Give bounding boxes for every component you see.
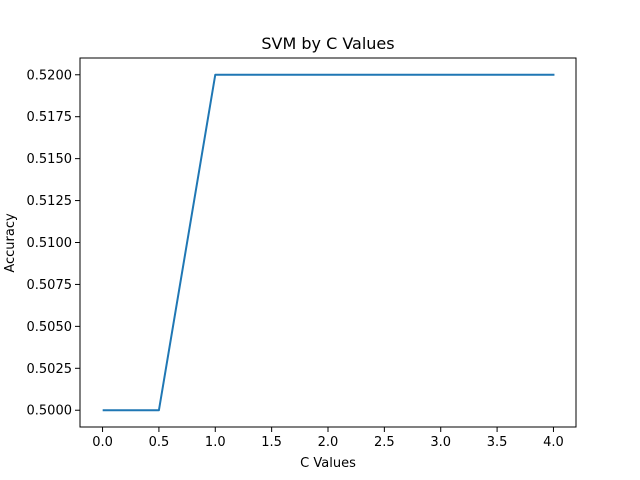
x-tick-label: 3.0 (430, 435, 451, 450)
chart-title: SVM by C Values (261, 34, 394, 53)
y-tick-label: 0.5000 (27, 404, 73, 419)
y-tick-label: 0.5125 (27, 194, 73, 209)
y-tick-label: 0.5200 (27, 68, 73, 83)
x-tick-label: 0.0 (92, 435, 113, 450)
x-tick-label: 1.5 (261, 435, 282, 450)
y-axis-label: Accuracy (3, 213, 18, 273)
x-tick-label: 2.0 (318, 435, 339, 450)
x-tick-label: 0.5 (149, 435, 170, 450)
y-tick-label: 0.5075 (27, 278, 73, 293)
x-tick-label: 3.5 (487, 435, 508, 450)
y-tick-label: 0.5175 (27, 110, 73, 125)
x-tick-label: 1.0 (205, 435, 226, 450)
y-tick-label: 0.5025 (27, 362, 73, 377)
series-line-0 (102, 73, 555, 412)
plot-area: 0.0 0.5 1.0 1.5 2.0 2.5 3.0 3.5 4.0 0.5000 0.5025 0… (27, 57, 577, 450)
x-axis-label: C Values (300, 456, 356, 471)
y-tick-label: 0.5050 (27, 320, 73, 335)
y-tick-label: 0.5150 (27, 152, 73, 167)
x-tick-label: 4.0 (543, 435, 564, 450)
x-tick-label: 2.5 (374, 435, 395, 450)
y-tick-label: 0.5100 (27, 236, 73, 251)
axes-frame (79, 57, 577, 428)
